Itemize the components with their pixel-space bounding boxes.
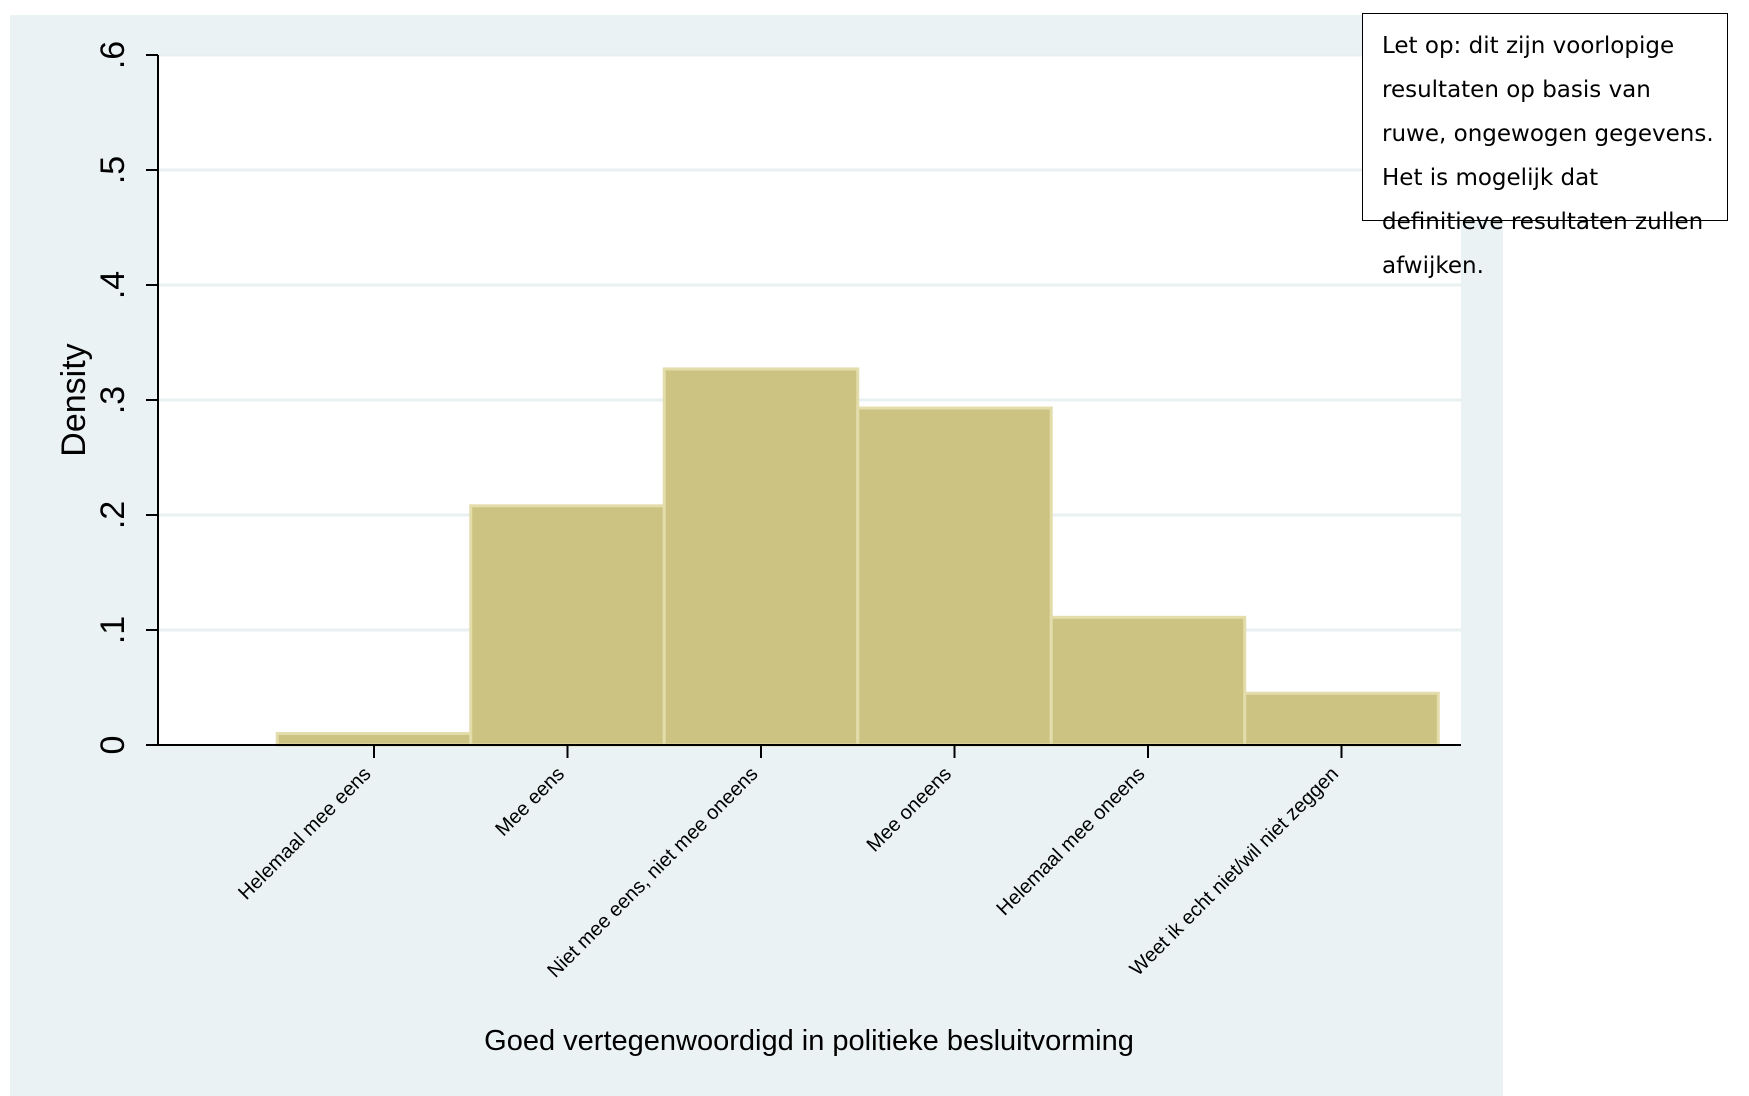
bar-1 [275,732,473,747]
bar-2 [469,504,666,747]
y-tick-label: .6 [94,41,132,69]
bar-5 [1049,615,1247,747]
y-tick-label: .4 [94,271,132,299]
y-tick-label: .5 [94,156,132,184]
y-tick-label: .3 [94,386,132,414]
bar-6 [1243,691,1440,747]
y-tick-label: 0 [94,736,132,755]
disclaimer-text: Let op: dit zijn voorlopige resultaten o… [1382,33,1714,279]
y-tick-label: .2 [94,501,132,529]
y-tick-label: .1 [94,616,132,644]
bar-3 [662,367,860,747]
bar-4 [856,406,1053,747]
y-axis-label: Density [55,343,93,456]
x-axis-label: Goed vertegenwoordigd in politieke beslu… [484,1025,1134,1057]
disclaimer-note: Let op: dit zijn voorlopige resultaten o… [1362,13,1728,279]
bars [275,367,1440,747]
